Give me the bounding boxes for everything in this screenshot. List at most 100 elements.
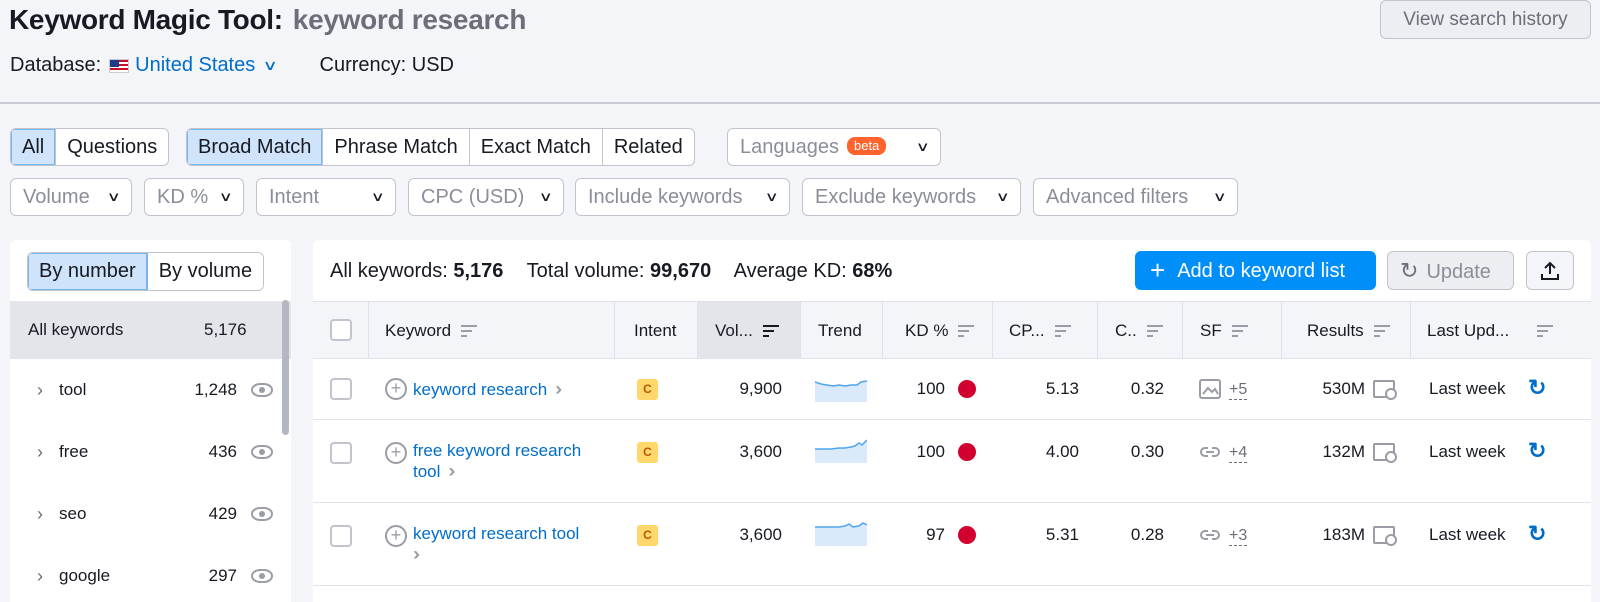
column-trend[interactable]: Trend bbox=[818, 302, 862, 359]
add-keyword-icon[interactable]: + bbox=[385, 442, 407, 464]
eye-icon[interactable] bbox=[251, 507, 273, 521]
column-intent[interactable]: Intent bbox=[634, 302, 677, 359]
volume-value: 9,900 bbox=[739, 379, 782, 398]
row-checkbox[interactable] bbox=[330, 525, 352, 547]
serp-features-more[interactable]: +5 bbox=[1229, 381, 1248, 400]
by-volume-button[interactable]: By volume bbox=[158, 260, 253, 282]
sort-icon[interactable] bbox=[1146, 325, 1163, 337]
keyword-text-continued[interactable]: tool bbox=[413, 462, 441, 481]
sort-descending-icon[interactable] bbox=[762, 325, 779, 337]
keyword-overview-icon[interactable]: ›› bbox=[555, 379, 562, 399]
sort-icon[interactable] bbox=[1054, 325, 1071, 337]
image-pack-icon bbox=[1199, 379, 1221, 399]
column-keyword-label: Keyword bbox=[385, 321, 452, 340]
group-list-scrollbar[interactable] bbox=[282, 300, 289, 435]
column-divider bbox=[882, 302, 883, 359]
chevron-right-icon[interactable]: › bbox=[37, 565, 43, 586]
update-button[interactable]: ↻ Update bbox=[1387, 251, 1514, 290]
serp-features-more[interactable]: +4 bbox=[1229, 444, 1248, 463]
column-kd[interactable]: KD % bbox=[905, 302, 975, 359]
column-volume[interactable]: Vol... bbox=[698, 302, 800, 359]
tab-phrase-match[interactable]: Phrase Match bbox=[323, 129, 470, 165]
group-item[interactable]: › seo 429 bbox=[10, 483, 291, 545]
add-keyword-icon[interactable]: + bbox=[385, 525, 407, 547]
keyword-text[interactable]: keyword research bbox=[413, 380, 548, 399]
column-last-updated[interactable]: Last Upd... bbox=[1427, 302, 1554, 359]
sort-icon[interactable] bbox=[1537, 325, 1554, 337]
tab-questions[interactable]: Questions bbox=[67, 136, 158, 158]
column-cpc[interactable]: CP... bbox=[1009, 302, 1071, 359]
intent-filter[interactable]: Intent ∨ bbox=[256, 178, 396, 216]
column-sf-label: SF bbox=[1200, 321, 1222, 340]
by-number-button[interactable]: By number bbox=[28, 253, 148, 290]
tab-related[interactable]: Related bbox=[613, 136, 683, 158]
serp-view-icon[interactable] bbox=[1373, 443, 1397, 463]
volume-filter[interactable]: Volume ∨ bbox=[10, 178, 132, 216]
tab-all[interactable]: All bbox=[11, 129, 57, 165]
table-row[interactable]: + keyword research tool ›› C 3,600 97 5.… bbox=[313, 504, 1591, 586]
keyword-overview-icon[interactable]: ›› bbox=[448, 461, 455, 481]
chevron-right-icon[interactable]: › bbox=[37, 503, 43, 524]
keyword-table-panel: All keywords: 5,176 Total volume: 99,670… bbox=[313, 240, 1591, 602]
refresh-icon[interactable]: ↻ bbox=[1528, 521, 1547, 546]
refresh-icon[interactable]: ↻ bbox=[1528, 438, 1547, 463]
eye-icon[interactable] bbox=[251, 569, 273, 583]
tab-broad-match[interactable]: Broad Match bbox=[187, 129, 324, 165]
sort-icon[interactable] bbox=[1231, 325, 1248, 337]
chevron-down-icon[interactable]: ∨ bbox=[262, 57, 279, 73]
serp-view-icon[interactable] bbox=[1373, 380, 1397, 400]
add-to-keyword-list-button[interactable]: + Add to keyword list bbox=[1135, 251, 1376, 290]
keyword-link[interactable]: keyword research tool ›› bbox=[413, 524, 579, 565]
column-results[interactable]: Results bbox=[1307, 302, 1390, 359]
trend-sparkline bbox=[815, 522, 867, 546]
advanced-filters[interactable]: Advanced filters ∨ bbox=[1033, 178, 1238, 216]
kd-filter-label: KD % bbox=[157, 186, 209, 208]
volume-value: 3,600 bbox=[739, 525, 782, 544]
keyword-link[interactable]: keyword research ›› bbox=[413, 379, 562, 400]
column-divider bbox=[992, 302, 993, 359]
kd-filter[interactable]: KD % ∨ bbox=[144, 178, 244, 216]
group-all-keywords[interactable]: All keywords 5,176 bbox=[10, 301, 291, 359]
eye-icon[interactable] bbox=[251, 383, 273, 397]
sort-icon[interactable] bbox=[461, 325, 478, 337]
keyword-link[interactable]: free keyword research tool ›› bbox=[413, 441, 581, 482]
chevron-right-icon[interactable]: › bbox=[37, 379, 43, 400]
keyword-text[interactable]: keyword research tool bbox=[413, 524, 580, 543]
row-checkbox[interactable] bbox=[330, 378, 352, 400]
export-button[interactable] bbox=[1526, 251, 1574, 290]
group-item[interactable]: › tool 1,248 bbox=[10, 359, 291, 421]
table-row[interactable]: + keyword research ›› C 9,900 100 5.13 0.… bbox=[313, 359, 1591, 420]
add-keyword-icon[interactable]: + bbox=[385, 378, 407, 400]
chevron-down-icon: ∨ bbox=[1213, 189, 1228, 204]
cpc-filter[interactable]: CPC (USD) ∨ bbox=[408, 178, 564, 216]
languages-dropdown[interactable]: Languages beta ∨ bbox=[727, 128, 941, 166]
column-serp-features[interactable]: SF bbox=[1200, 302, 1248, 359]
column-competition[interactable]: C.. bbox=[1115, 302, 1163, 359]
group-item[interactable]: › free 436 bbox=[10, 421, 291, 483]
column-divider bbox=[1281, 302, 1282, 359]
refresh-icon[interactable]: ↻ bbox=[1528, 375, 1547, 400]
kd-difficulty-indicator bbox=[958, 526, 976, 544]
sort-icon[interactable] bbox=[1373, 325, 1390, 337]
database-selector[interactable]: United States bbox=[135, 54, 256, 76]
group-item[interactable]: › google 297 bbox=[10, 545, 291, 602]
keyword-overview-icon[interactable]: ›› bbox=[413, 544, 420, 564]
row-checkbox[interactable] bbox=[330, 442, 352, 464]
sort-icon[interactable] bbox=[958, 325, 975, 337]
competition-value: 0.32 bbox=[1130, 379, 1164, 398]
select-all-checkbox[interactable] bbox=[330, 319, 352, 341]
chevron-right-icon[interactable]: › bbox=[37, 441, 43, 462]
exclude-keywords-filter[interactable]: Exclude keywords ∨ bbox=[802, 178, 1021, 216]
table-row[interactable]: + free keyword research tool ›› C 3,600 1… bbox=[313, 421, 1591, 503]
eye-icon[interactable] bbox=[251, 445, 273, 459]
serp-features-more[interactable]: +3 bbox=[1229, 527, 1248, 546]
keyword-groups-panel: By number By volume All keywords 5,176 ›… bbox=[10, 240, 291, 602]
column-keyword[interactable]: Keyword bbox=[385, 302, 478, 359]
view-search-history-button[interactable]: View search history bbox=[1380, 0, 1591, 39]
average-kd-label: Average KD: bbox=[733, 260, 847, 282]
tab-exact-match[interactable]: Exact Match bbox=[470, 129, 603, 165]
serp-view-icon[interactable] bbox=[1373, 526, 1397, 546]
include-keywords-filter[interactable]: Include keywords ∨ bbox=[575, 178, 790, 216]
keyword-summary: All keywords: 5,176 Total volume: 99,670… bbox=[330, 260, 910, 283]
keyword-text[interactable]: free keyword research bbox=[413, 441, 582, 460]
